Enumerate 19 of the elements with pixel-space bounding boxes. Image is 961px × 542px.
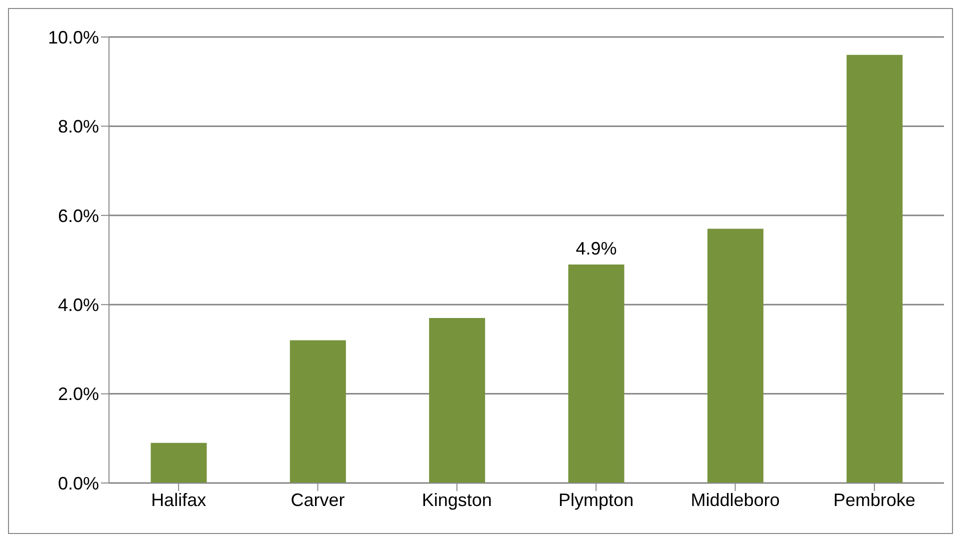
bar xyxy=(150,442,207,483)
bar xyxy=(429,318,486,483)
x-tick-label: Halifax xyxy=(151,490,206,510)
y-tick-label: 10.0% xyxy=(48,27,99,48)
y-tick-label: 4.0% xyxy=(58,294,99,315)
x-tick-label: Kingston xyxy=(422,490,492,510)
y-tick-label: 0.0% xyxy=(58,473,99,494)
y-tick-label: 8.0% xyxy=(58,116,99,137)
bar xyxy=(290,340,346,483)
bar xyxy=(846,54,903,483)
x-tick-label: Middleboro xyxy=(690,490,780,510)
x-tick-label: Carver xyxy=(290,490,345,510)
data-label: 4.9% xyxy=(576,238,617,258)
x-tick-label: Plympton xyxy=(558,490,634,510)
y-tick-label: 2.0% xyxy=(58,384,99,404)
y-tick-label: 6.0% xyxy=(58,206,99,226)
bar xyxy=(568,264,624,483)
bar xyxy=(707,228,764,483)
x-tick-label: Pembroke xyxy=(833,490,916,510)
